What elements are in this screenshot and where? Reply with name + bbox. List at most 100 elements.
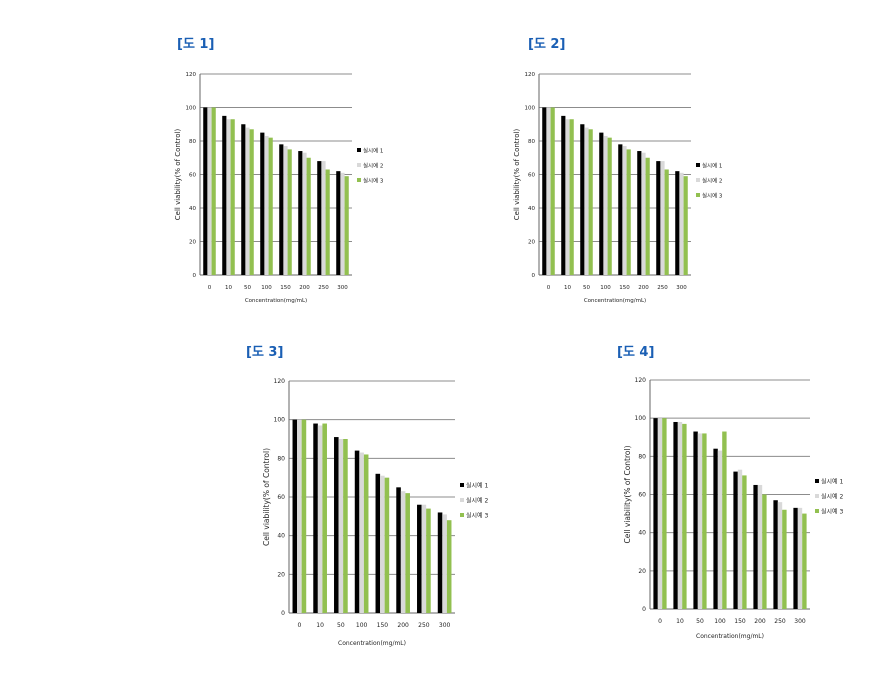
figure-title-3: [도 3] <box>246 345 284 360</box>
y-tick-label: 60 <box>277 494 285 501</box>
bar-3-10 <box>230 119 235 275</box>
bar-3-150 <box>742 475 747 609</box>
bar-3-250 <box>782 509 787 609</box>
bar-1-300 <box>675 171 680 275</box>
bar-3-250 <box>426 508 431 613</box>
y-tick-label: 80 <box>638 453 646 460</box>
bar-2-100 <box>717 450 723 609</box>
x-tick-label: 250 <box>657 285 668 291</box>
bar-3-10 <box>569 119 574 275</box>
bar-1-250 <box>417 504 422 613</box>
legend-label-3: 실시예 3 <box>702 192 723 200</box>
bar-2-10 <box>317 425 323 613</box>
y-tick-label: 100 <box>635 415 647 422</box>
y-axis-label: Cell viability(% of Control) <box>623 445 632 543</box>
bar-3-150 <box>287 149 292 275</box>
bar-1-100 <box>599 132 604 275</box>
figure-title-2: [도 2] <box>528 37 566 52</box>
bar-1-250 <box>317 161 322 275</box>
bar-1-300 <box>437 512 443 613</box>
figure-title-4: [도 4] <box>617 345 655 360</box>
bar-3-10 <box>322 423 327 613</box>
legend-swatch-1 <box>357 148 361 152</box>
bar-1-50 <box>241 124 246 275</box>
bar-1-200 <box>396 487 401 613</box>
bar-2-10 <box>226 119 231 275</box>
legend-label-2: 실시예 2 <box>821 493 843 501</box>
bar-1-250 <box>656 161 661 275</box>
x-tick-label: 100 <box>600 285 611 291</box>
bar-2-250 <box>421 504 427 613</box>
y-tick-label: 80 <box>189 139 196 145</box>
x-tick-label: 150 <box>280 285 291 291</box>
bar-2-250 <box>321 161 326 275</box>
bar-2-50 <box>338 439 344 613</box>
bar-3-0 <box>662 418 667 609</box>
bar-2-200 <box>302 152 307 275</box>
bar-1-200 <box>753 484 758 609</box>
bar-3-50 <box>249 129 254 275</box>
y-tick-label: 120 <box>525 72 536 78</box>
bar-1-0 <box>292 419 298 613</box>
x-tick-label: 250 <box>318 285 329 291</box>
x-tick-label: 150 <box>734 618 746 625</box>
x-axis-label: Concentration(mg/mL) <box>338 640 406 647</box>
y-tick-label: 60 <box>638 492 646 499</box>
x-tick-label: 100 <box>261 285 272 291</box>
x-tick-label: 10 <box>225 285 232 291</box>
bar-3-300 <box>446 520 452 613</box>
x-tick-label: 10 <box>564 285 571 291</box>
x-tick-label: 0 <box>658 618 662 625</box>
bar-1-10 <box>673 421 678 609</box>
y-tick-label: 0 <box>532 273 536 279</box>
x-tick-label: 200 <box>754 618 766 625</box>
bar-2-250 <box>660 161 665 275</box>
figure-title-1: [도 1] <box>177 37 215 52</box>
bar-1-10 <box>561 115 566 275</box>
y-tick-label: 100 <box>274 417 286 424</box>
bar-2-250 <box>777 502 783 609</box>
x-tick-label: 0 <box>297 622 301 629</box>
bar-3-300 <box>344 176 349 275</box>
legend-label-3: 실시예 3 <box>821 508 843 516</box>
bar-1-100 <box>713 448 718 609</box>
y-tick-label: 0 <box>193 273 197 279</box>
bar-2-200 <box>757 484 763 609</box>
bar-1-200 <box>298 151 303 275</box>
bar-2-100 <box>264 135 269 275</box>
legend-swatch-3 <box>696 193 700 197</box>
bar-2-300 <box>442 514 447 613</box>
y-tick-label: 20 <box>277 571 285 578</box>
y-axis-label: Cell viability(% of Control) <box>262 448 271 546</box>
x-tick-label: 300 <box>794 618 806 625</box>
y-tick-label: 20 <box>528 240 535 246</box>
bar-1-250 <box>773 500 778 609</box>
legend-swatch-1 <box>815 479 819 483</box>
bar-2-100 <box>359 452 364 613</box>
legend-swatch-2 <box>815 494 819 498</box>
bar-1-100 <box>260 132 265 275</box>
bar-3-300 <box>802 513 807 609</box>
bar-3-250 <box>664 169 669 275</box>
x-tick-label: 150 <box>377 622 389 629</box>
x-tick-label: 10 <box>676 618 684 625</box>
bar-3-150 <box>384 477 390 613</box>
legend-label-1: 실시예 1 <box>363 147 383 155</box>
legend-swatch-3 <box>357 178 361 182</box>
bar-2-300 <box>679 172 684 275</box>
bar-2-150 <box>283 146 288 275</box>
x-tick-label: 0 <box>208 285 212 291</box>
bar-3-50 <box>588 129 593 275</box>
bar-2-10 <box>565 119 570 275</box>
legend-label-2: 실시예 2 <box>363 162 383 170</box>
bar-3-200 <box>405 493 410 613</box>
bar-3-100 <box>607 137 612 275</box>
bar-1-300 <box>336 171 341 275</box>
x-tick-label: 300 <box>676 285 687 291</box>
legend-label-1: 실시예 1 <box>702 162 722 170</box>
bar-2-150 <box>622 146 627 275</box>
bar-3-100 <box>363 454 369 613</box>
